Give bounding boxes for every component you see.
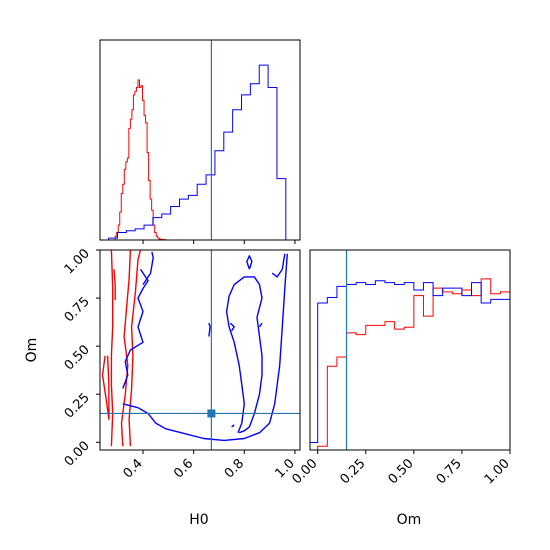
contour-line: [208, 322, 211, 337]
1-ytick-label: 0.00: [62, 439, 93, 470]
2-xtick-label: 0.00: [289, 456, 320, 487]
contour-line: [231, 424, 235, 428]
contour-line: [120, 250, 132, 447]
contour-line: [225, 276, 263, 434]
hist-H0-plot-area: [100, 40, 295, 240]
2-xtick-label: 1.00: [482, 456, 513, 487]
x-axis-label-h0: H0: [189, 512, 208, 528]
1-ytick-label: 0.25: [62, 390, 93, 421]
hist-H0-series: [114, 79, 168, 240]
hist-Om-series: [310, 280, 510, 450]
contour-line: [128, 250, 142, 447]
2-xtick-label: 0.50: [386, 456, 417, 487]
contour-line: [258, 322, 263, 328]
1-ytick-label: 0.75: [62, 294, 93, 325]
y-axis-label-om: Om: [24, 338, 40, 363]
hist-Om-plot-area: [310, 250, 510, 450]
contour-line: [101, 355, 110, 420]
1-xtick-label: 0.6: [171, 456, 196, 481]
2-xtick-label: 0.75: [434, 456, 465, 487]
1-ytick-label: 1.00: [62, 246, 93, 277]
contour-line: [271, 253, 286, 278]
hist-H0-series: [100, 64, 295, 240]
contour-line: [113, 269, 116, 300]
2-xtick-label: 0.25: [338, 456, 369, 487]
contour-line: [122, 253, 288, 442]
contour-line: [229, 322, 235, 332]
1-ytick-label: 0.50: [62, 342, 93, 373]
scatter-H0-Om-plot-area: [100, 250, 300, 450]
hist-Om-frame: [309, 249, 511, 451]
contour-line: [246, 255, 253, 270]
1-xtick-label: 0.8: [222, 456, 247, 481]
histogram-h0-panel: [99, 39, 301, 244]
contour-h0-om-panel: 0.4 0.6 0.8 1.00.000.250.500.751.00: [62, 246, 301, 481]
x-axis-label-om: Om: [397, 512, 422, 528]
hist-H0-frame: [99, 39, 301, 241]
scatter-H0-Om-frame: [99, 249, 301, 451]
truth-marker: [207, 409, 216, 418]
histogram-om-panel: 0.00 0.25 0.50 0.75 1.00: [289, 249, 513, 487]
contour-line: [110, 250, 114, 447]
1-xtick-label: 0.4: [121, 456, 146, 481]
contour-line: [122, 268, 149, 389]
